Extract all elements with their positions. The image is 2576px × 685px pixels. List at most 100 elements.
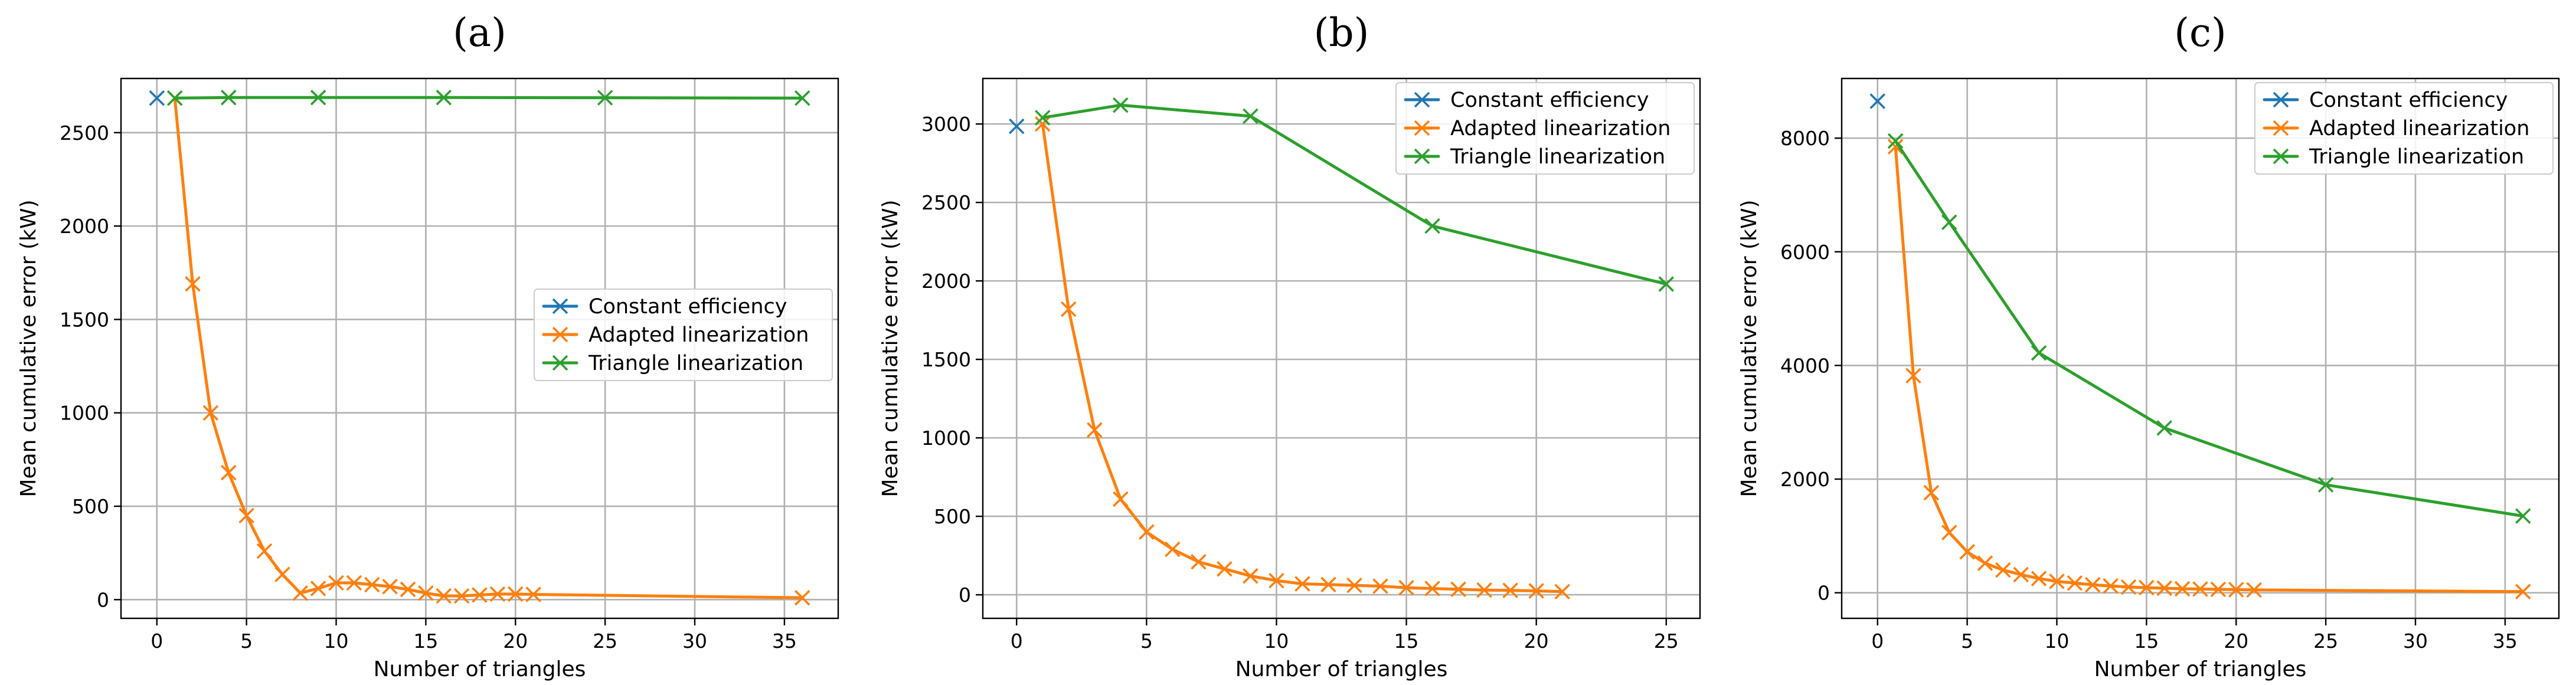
series-line-adapted — [173, 96, 804, 599]
y-tick-label: 3000 — [921, 113, 971, 136]
x-tick-label: 25 — [2313, 630, 2338, 653]
data-point — [1887, 133, 1904, 149]
panel-title: (a) — [453, 10, 506, 55]
legend-entry-triangle: Triangle linearization — [542, 352, 803, 375]
data-point — [1398, 579, 1414, 596]
data-point — [1243, 108, 1258, 124]
data-point — [1372, 578, 1388, 594]
series-triangle — [1887, 133, 2531, 524]
series-constant — [149, 90, 165, 106]
data-point — [310, 581, 326, 596]
data-point — [2246, 582, 2262, 598]
series-line-triangle — [1894, 139, 2525, 518]
x-tick-label: 35 — [2493, 630, 2518, 653]
data-point — [256, 543, 273, 559]
x-tick-label: 30 — [2403, 630, 2428, 653]
data-point — [1320, 576, 1336, 593]
y-axis-label: Mean cumulative error (kW) — [878, 199, 903, 497]
y-tick-label: 500 — [72, 495, 109, 518]
data-point — [2515, 584, 2531, 600]
x-tick-label: 30 — [682, 630, 707, 653]
x-tick-label: 10 — [2045, 630, 2070, 653]
legend-label: Constant efficiency — [589, 295, 787, 319]
legend-marker — [552, 298, 568, 314]
data-point — [149, 90, 165, 106]
x-axis-label: Number of triangles — [374, 657, 586, 681]
data-point — [1941, 525, 1957, 540]
legend-entry-triangle: Triangle linearization — [1404, 145, 1665, 169]
data-point — [202, 405, 219, 421]
legend-box — [534, 289, 833, 381]
legend-label: Adapted linearization — [589, 323, 809, 347]
x-tick-label: 15 — [2134, 630, 2159, 653]
series-line-triangle — [173, 96, 804, 100]
data-point — [1191, 553, 1207, 570]
data-point — [2067, 575, 2083, 591]
data-point — [346, 575, 362, 591]
legend-marker — [552, 355, 568, 371]
legend-box — [2254, 82, 2554, 175]
data-point — [364, 576, 380, 593]
x-tick-label: 5 — [240, 630, 253, 653]
x-tick-label: 20 — [2224, 630, 2248, 653]
x-tick-label: 20 — [503, 630, 528, 653]
legend: Constant efficiency Adapted linearization… — [1395, 82, 1695, 175]
data-point — [2103, 578, 2119, 594]
data-point — [328, 575, 344, 591]
x-tick-label: 10 — [324, 630, 349, 653]
x-tick-label: 35 — [772, 630, 797, 653]
y-tick-label: 8000 — [1780, 127, 1830, 150]
data-point — [1554, 584, 1570, 600]
data-point — [418, 585, 434, 601]
gridlines — [1842, 78, 2559, 618]
x-tick-label: 5 — [1961, 630, 1973, 653]
data-point — [382, 578, 398, 595]
data-point — [1060, 301, 1077, 317]
data-point — [2210, 581, 2227, 598]
data-point — [2084, 576, 2101, 593]
data-point — [1243, 568, 1258, 584]
y-tick-label: 2500 — [921, 191, 971, 214]
legend-marker — [1414, 120, 1430, 136]
x-tick-label: 0 — [151, 630, 163, 653]
panel-c: 0 5 10 15 20 25 30 35 0 2000 4000 6000 8000 Number of… — [1737, 10, 2560, 681]
data-point — [507, 586, 524, 602]
y-axis: 0 2000 4000 6000 8000 — [1780, 127, 1842, 605]
data-point — [2156, 580, 2173, 596]
data-point — [1658, 276, 1675, 292]
data-point — [2192, 581, 2208, 597]
y-tick-label: 0 — [1817, 582, 1830, 605]
legend-entry-adapted: Adapted linearization — [1404, 117, 1671, 140]
data-point — [2156, 420, 2173, 436]
y-tick-label: 1500 — [921, 348, 971, 371]
panel-a: 0 5 10 15 20 25 30 35 0 500 1000 1500 2000 2500 Number… — [17, 10, 839, 681]
series-constant — [1008, 118, 1025, 135]
data-point — [185, 276, 201, 292]
legend-entry-triangle: Triangle linearization — [2263, 145, 2524, 169]
data-point — [2120, 579, 2137, 595]
data-point — [274, 566, 290, 582]
data-point — [1294, 576, 1310, 592]
data-point — [1977, 555, 1993, 571]
data-point — [310, 90, 326, 106]
x-tick-label: 0 — [1871, 630, 1884, 653]
y-axis: 0 500 1000 1500 2000 2500 — [60, 122, 121, 611]
y-tick-label: 500 — [934, 505, 971, 528]
y-tick-label: 4000 — [1780, 354, 1830, 377]
series-line-adapted — [1041, 122, 1564, 594]
y-tick-label: 1000 — [921, 427, 971, 450]
y-tick-label: 0 — [959, 584, 971, 607]
data-point — [525, 586, 541, 602]
x-tick-label: 0 — [1011, 630, 1023, 653]
data-point — [1959, 544, 1975, 560]
data-point — [238, 507, 254, 524]
series-triangle — [166, 90, 810, 106]
data-point — [436, 90, 452, 106]
x-tick-label: 20 — [1524, 630, 1549, 653]
data-point — [794, 589, 810, 606]
series-adapted — [1887, 139, 2531, 600]
data-point — [436, 588, 452, 604]
legend-label: Constant efficiency — [1450, 89, 1649, 112]
series-line-adapted — [1894, 145, 2525, 594]
axes-frame — [120, 77, 839, 620]
